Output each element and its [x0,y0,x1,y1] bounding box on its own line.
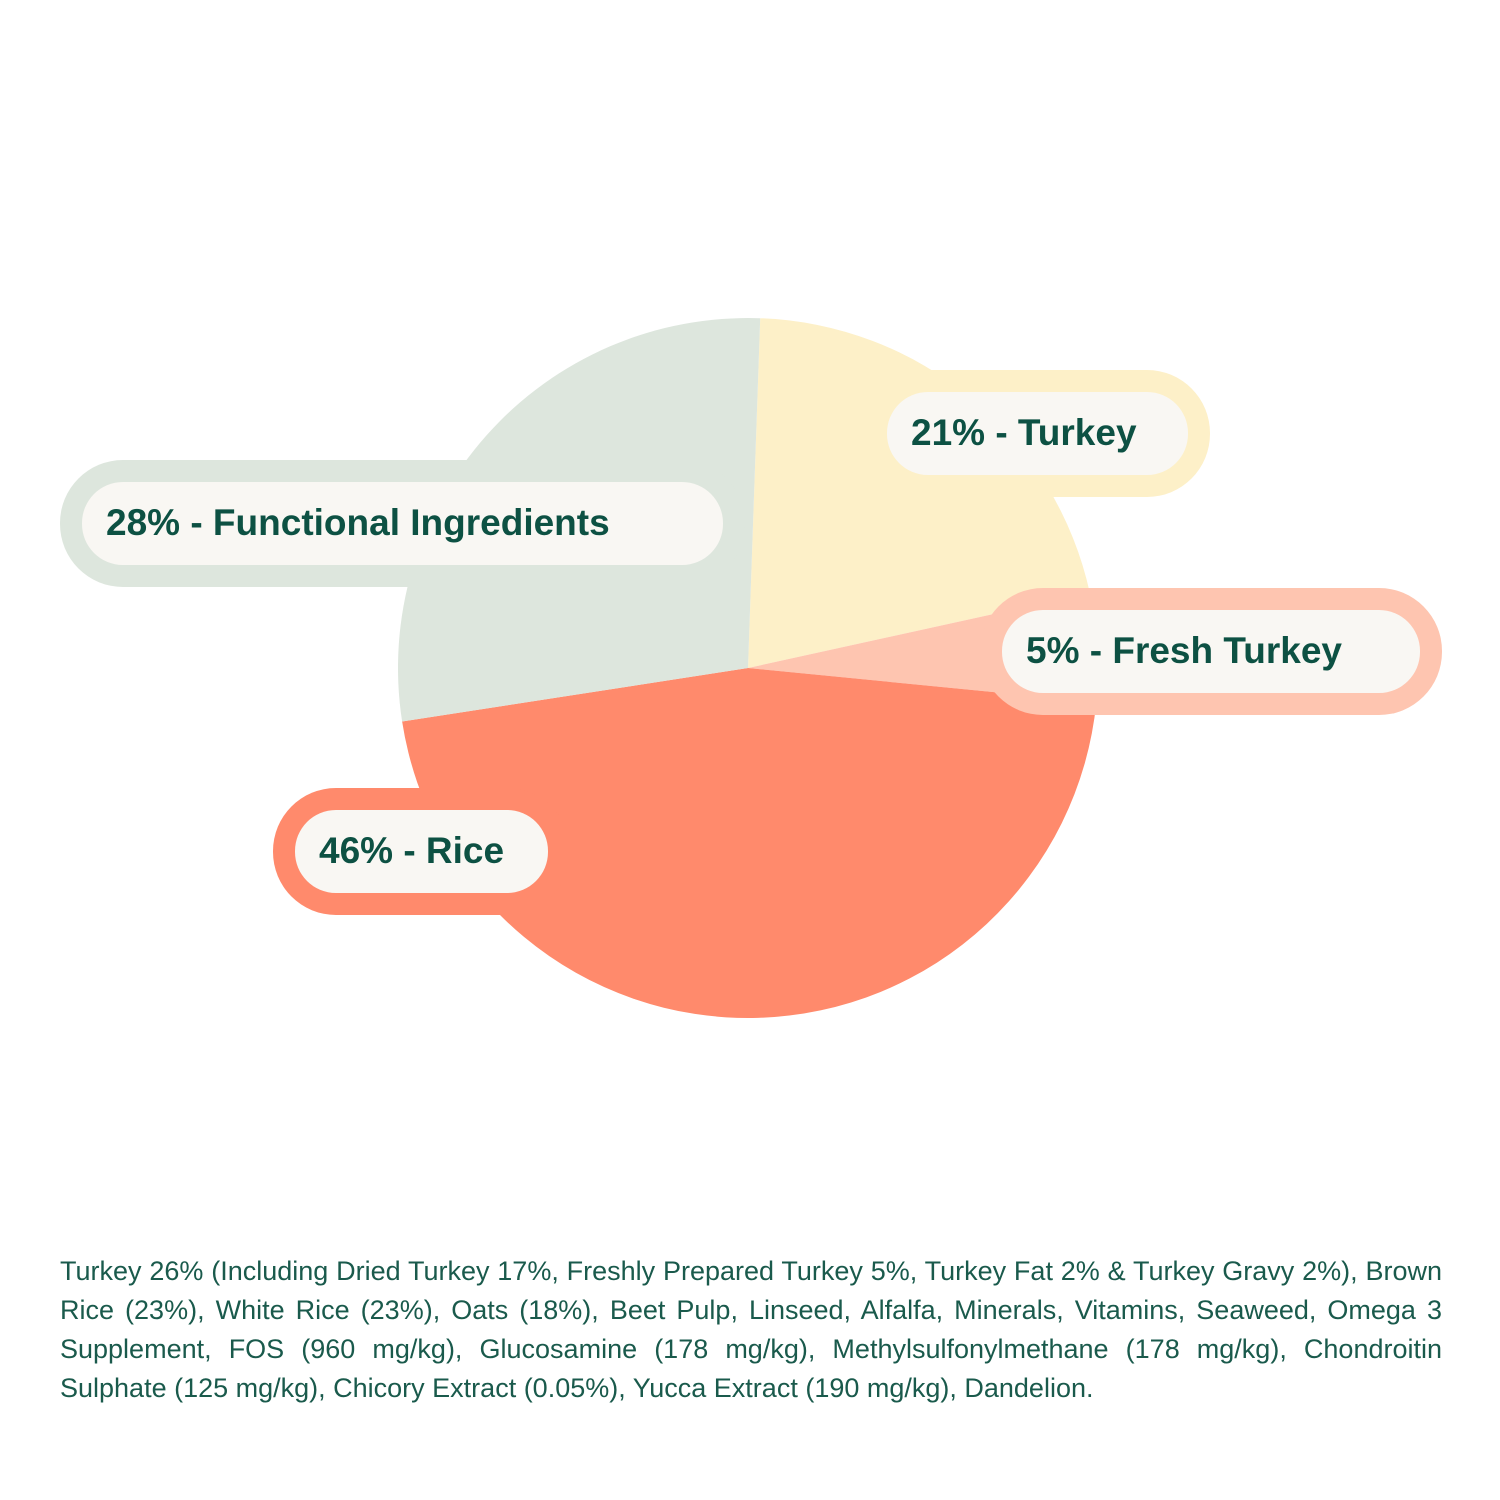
label-pill-inner [887,392,1188,475]
data-label: 46% - Rice [319,830,504,871]
pie-slice [402,668,1097,1019]
data-label: 5% - Fresh Turkey [1026,630,1342,671]
label-pill-inner [82,482,723,565]
data-label: 21% - Turkey [911,412,1137,453]
label-pill-inner [295,810,548,893]
data-label: 28% - Functional Ingredients [106,502,610,543]
ingredients-text: Turkey 26% (Including Dried Turkey 17%, … [60,1256,1442,1403]
label-pill-inner [1002,610,1420,693]
chart: 21% - Turkey 5% - Fresh Turkey 46% - Rice 2… [60,317,1442,1019]
